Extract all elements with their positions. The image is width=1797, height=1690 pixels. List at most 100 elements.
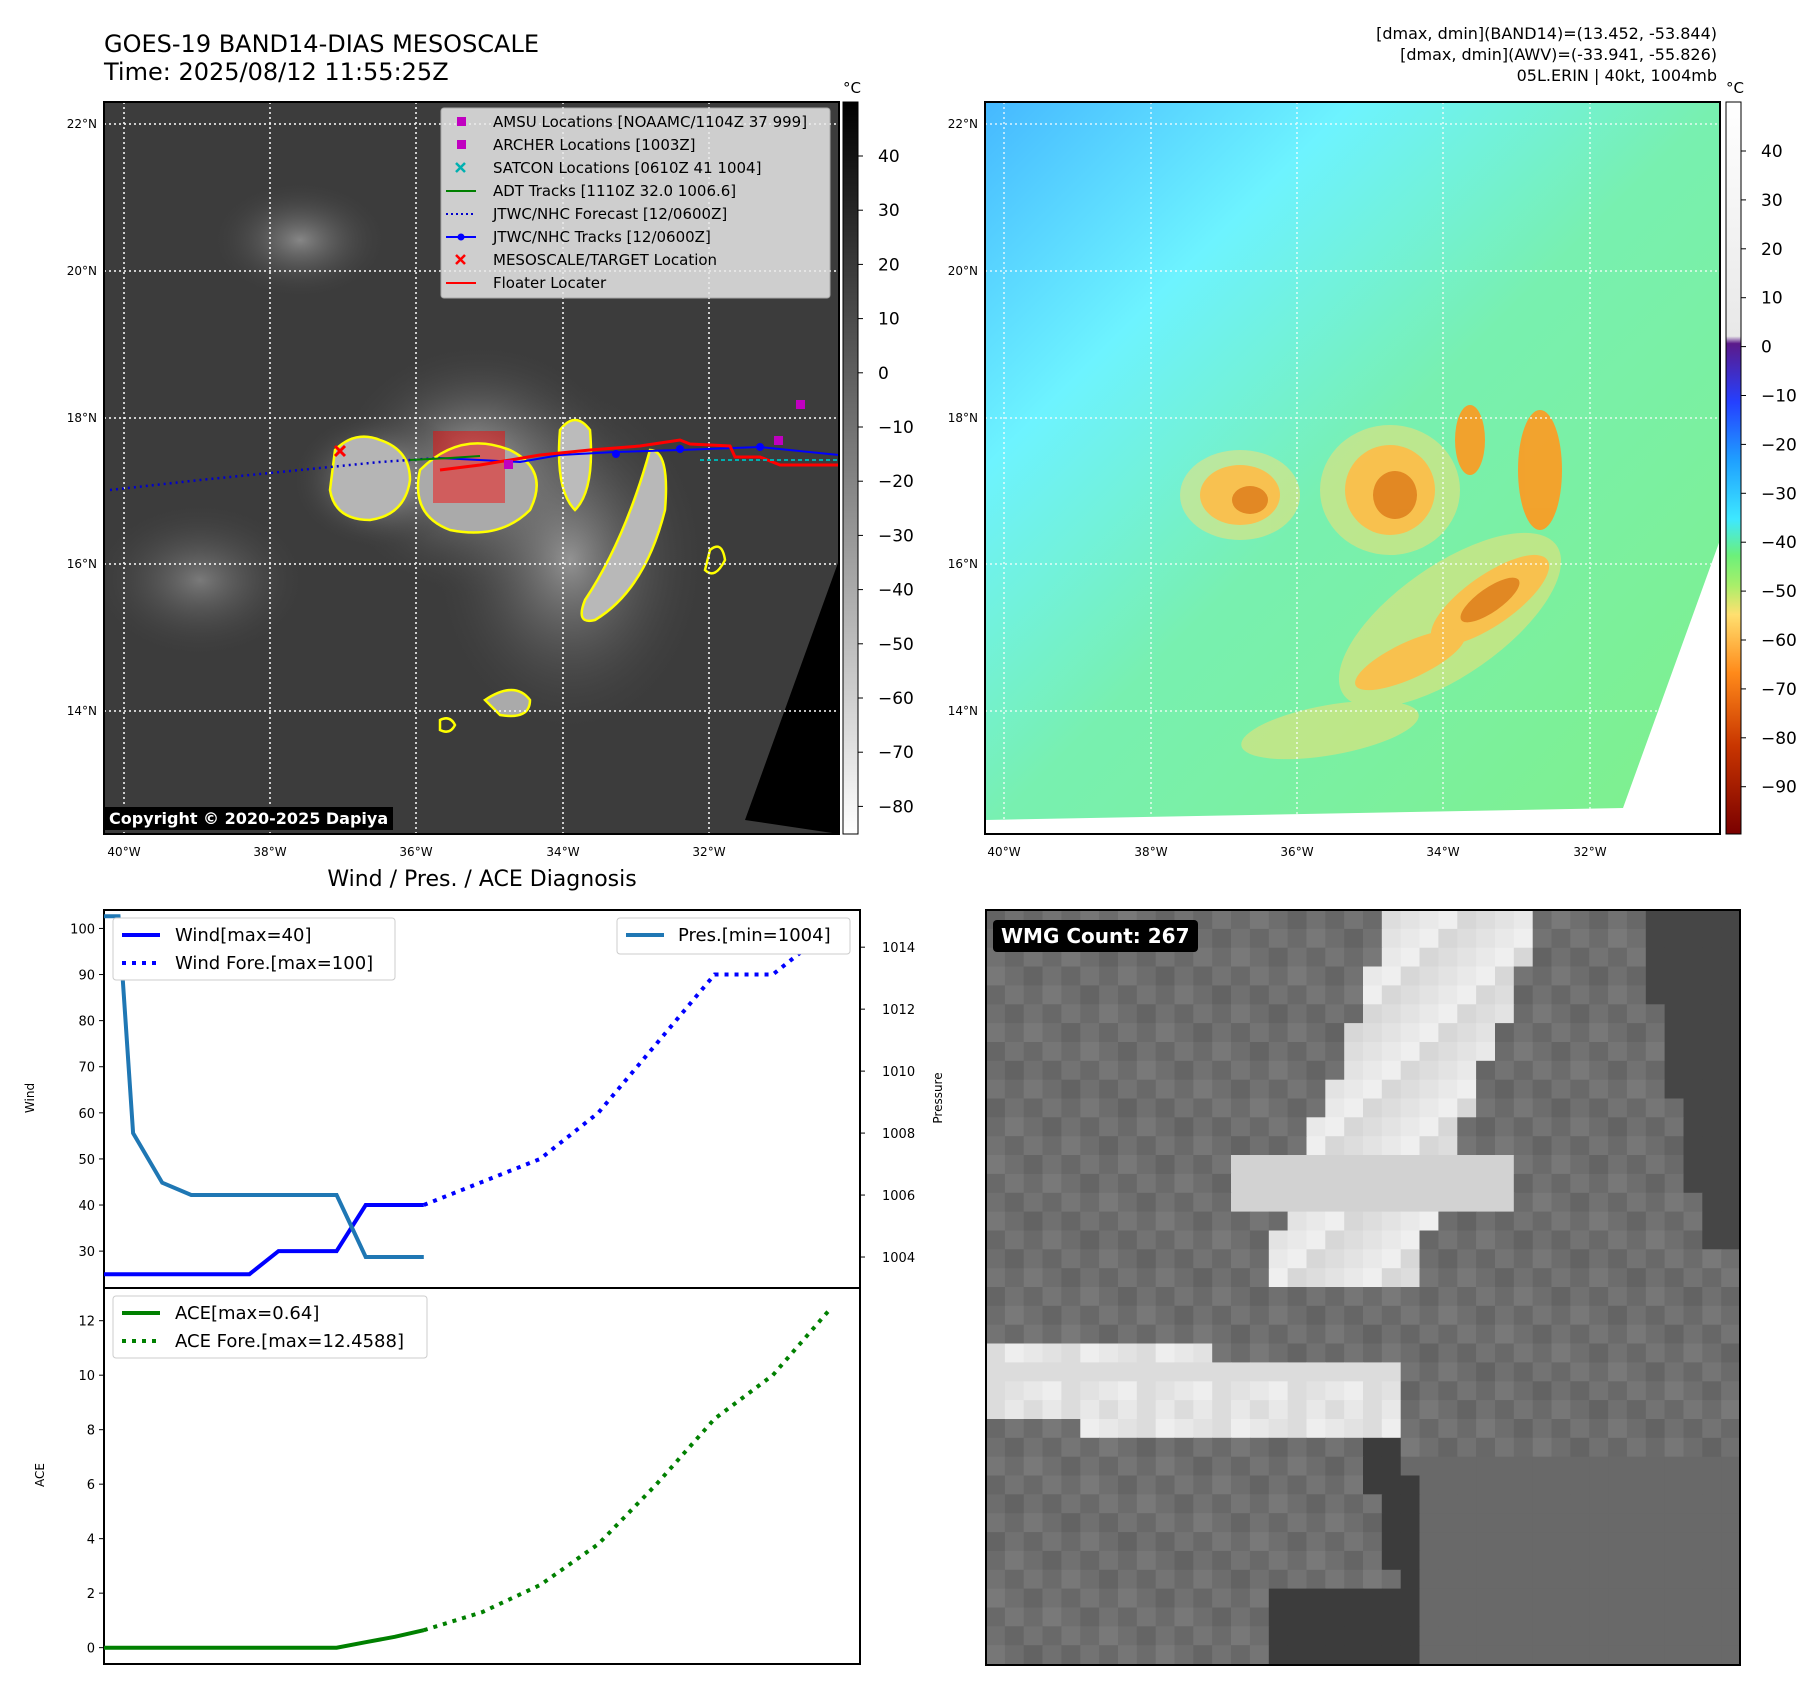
wmg-pixel [1193,1362,1213,1382]
wmg-pixel [1495,1192,1515,1213]
wmg-pixel [1570,966,1590,986]
wmg-pixel [1080,1456,1100,1477]
wmg-pixel [1608,1324,1628,1345]
wmg-pixel [1099,1042,1119,1062]
wmg-pixel [1476,1362,1496,1382]
wmg-pixel [1325,1268,1345,1288]
wmg-pixel [1381,1475,1402,1495]
wmg-pixel [1645,1456,1666,1477]
wmg-pixel [1551,1532,1571,1552]
wmg-pixel [1155,1343,1176,1363]
wmg-pixel [1457,1268,1477,1288]
lon-tick-label: 38°W [1134,845,1167,859]
wmg-pixel [1400,1419,1421,1439]
wmg-pixel [1608,1419,1628,1439]
wmg-pixel [1136,1173,1157,1194]
wmg-pixel [1118,1060,1138,1081]
wmg-pixel [1061,1532,1081,1552]
wmg-pixel [1061,1607,1081,1627]
wmg-pixel [1626,1569,1647,1590]
wmg-pixel [1532,1626,1553,1646]
legend-marker [457,117,466,126]
wmg-pixel [1381,1343,1402,1363]
wmg-pixel [1344,1136,1364,1156]
wmg-pixel [1118,1343,1138,1363]
wmg-pixel [1249,1532,1270,1552]
wmg-pixel [1174,1060,1194,1081]
wmg-pixel [1457,1023,1477,1043]
wmg-pixel [1363,1324,1383,1345]
wmg-pixel [1721,1249,1740,1269]
wmg-pixel [1193,1136,1213,1156]
wmg-pixel [986,1324,1006,1345]
wmg-pixel [1061,1550,1081,1571]
wmg-pixel [1287,1117,1308,1137]
wmg-pixel [1495,1117,1515,1137]
wmg-pixel [1363,1607,1383,1627]
wmg-pixel [1212,1494,1232,1514]
wmg-pixel [1118,1550,1138,1571]
wmg-pixel [1664,1004,1685,1024]
wmg-pixel [1174,1305,1194,1326]
wmg-pixel [1513,1155,1534,1175]
lon-tick-label: 38°W [253,845,286,859]
wmg-pixel [1193,1287,1213,1307]
wmg-pixel [1249,910,1270,930]
wmg-pixel [1344,966,1364,986]
wmg-pixel [1325,1475,1345,1495]
wmg-pixel [1476,1324,1496,1345]
wmg-pixel [1174,1400,1194,1420]
wmg-pixel [1155,1305,1176,1326]
wmg-pixel [1325,1513,1345,1533]
wmg-pixel [1495,1287,1515,1307]
wmg-pixel [1344,1324,1364,1345]
wmg-pixel [1136,1456,1157,1477]
wmg-pixel [1306,1211,1326,1232]
wmg-pixel [1400,1117,1421,1137]
wmg-pixel [1626,1211,1647,1232]
wmg-pixel [1193,1607,1213,1627]
wmg-pixel [1306,1588,1326,1609]
wmg-pixel [1608,1136,1628,1156]
wmg-pixel [1457,1060,1477,1081]
wmg-pixel [1721,1042,1740,1062]
wmg-pixel [1419,1060,1439,1081]
y-tick-label: 2 [87,1587,95,1602]
wmg-pixel [1551,1287,1571,1307]
wmg-pixel [1457,1626,1477,1646]
wmg-pixel [1551,1513,1571,1533]
wmg-pixel [1532,928,1553,949]
wmg-pixel [1570,1230,1590,1250]
wmg-pixel [1513,1098,1534,1118]
wmg-pixel [1495,1155,1515,1175]
wmg-pixel [1570,1249,1590,1269]
wmg-pixel [1042,1042,1062,1062]
wmg-pixel [1174,1437,1194,1458]
wmg-pixel [1589,947,1609,968]
wmg-pixel [1174,1268,1194,1288]
wmg-pixel [1268,1475,1289,1495]
wmg-pixel [1325,1607,1345,1627]
wmg-pixel [986,1042,1006,1062]
wmg-pixel [1551,1230,1571,1250]
wmg-pixel [1249,1117,1270,1137]
wmg-pixel [1702,1098,1722,1118]
wmg-pixel [1400,1042,1421,1062]
wmg-pixel [1099,966,1119,986]
wmg-pixel [1495,1136,1515,1156]
wmg-pixel [1042,966,1062,986]
wmg-pixel [1099,1004,1119,1024]
wmg-pixel [1174,1004,1194,1024]
wmg-pixel [1532,1550,1553,1571]
wmg-pixel [1664,1419,1685,1439]
wmg-pixel [1664,1456,1685,1477]
wmg-pixel [1287,1155,1308,1175]
wmg-pixel [1381,1004,1402,1024]
wmg-pixel [1249,928,1270,949]
wmg-pixel [1683,910,1703,930]
wmg-pixel [1212,1381,1232,1401]
wmg-pixel [1438,1173,1458,1194]
wmg-pixel [1004,1513,1025,1533]
wmg-pixel [1287,1494,1308,1514]
wmg-pixel [1645,966,1666,986]
